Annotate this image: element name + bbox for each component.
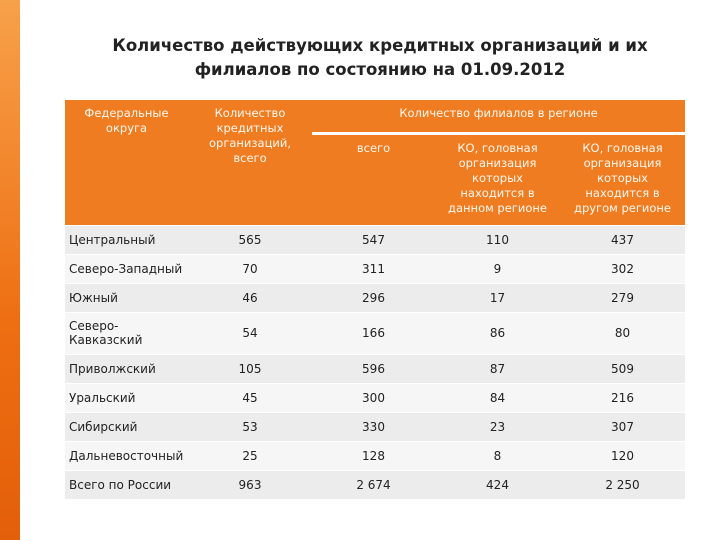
value-cell: 120 bbox=[560, 440, 685, 470]
value-cell: 302 bbox=[560, 253, 685, 283]
value-cell: 509 bbox=[560, 353, 685, 383]
district-cell: Северо-Кавказский bbox=[65, 311, 188, 354]
value-cell: 9 bbox=[435, 253, 560, 283]
header-cell: Количество филиалов в регионе bbox=[312, 100, 685, 133]
value-cell: 8 bbox=[435, 440, 560, 470]
table-row: Северо-Западный 70 311 9 302 bbox=[65, 253, 685, 283]
value-cell: 105 bbox=[188, 353, 312, 383]
value-cell: 279 bbox=[560, 282, 685, 312]
title-line: филиалов по состоянию на 01.09.2012 bbox=[194, 60, 566, 79]
value-cell: 330 bbox=[312, 411, 435, 441]
table-row: Южный 46 296 17 279 bbox=[65, 282, 685, 312]
value-cell: 565 bbox=[188, 224, 312, 254]
value-cell: 17 bbox=[435, 282, 560, 312]
value-cell: 311 bbox=[312, 253, 435, 283]
value-cell: 87 bbox=[435, 353, 560, 383]
value-cell: 84 bbox=[435, 382, 560, 412]
header-cell: КО, головная организация которых находит… bbox=[435, 131, 560, 225]
table-row: Центральный 565 547 110 437 bbox=[65, 224, 685, 254]
value-cell: 424 bbox=[435, 469, 560, 499]
value-cell: 307 bbox=[560, 411, 685, 441]
district-cell: Всего по России bbox=[65, 469, 188, 499]
table-row: Приволжский 105 596 87 509 bbox=[65, 353, 685, 383]
district-cell: Центральный bbox=[65, 224, 188, 254]
value-cell: 110 bbox=[435, 224, 560, 254]
value-cell: 2 250 bbox=[560, 469, 685, 499]
value-cell: 25 bbox=[188, 440, 312, 470]
table-row: Дальневосточный 25 128 8 120 bbox=[65, 440, 685, 470]
value-cell: 2 674 bbox=[312, 469, 435, 499]
data-table: Федеральные округа Количество кредитных … bbox=[65, 100, 685, 499]
header-row: всего КО, головная организация которых н… bbox=[65, 131, 685, 225]
district-cell: Сибирский bbox=[65, 411, 188, 441]
value-cell: 70 bbox=[188, 253, 312, 283]
value-cell: 86 bbox=[435, 311, 560, 354]
district-cell: Южный bbox=[65, 282, 188, 312]
district-cell: Приволжский bbox=[65, 353, 188, 383]
district-cell: Северо-Западный bbox=[65, 253, 188, 283]
value-cell: 80 bbox=[560, 311, 685, 354]
value-cell: 23 bbox=[435, 411, 560, 441]
value-cell: 45 bbox=[188, 382, 312, 412]
value-cell: 963 bbox=[188, 469, 312, 499]
title-line: Количество действующих кредитных организ… bbox=[112, 36, 648, 55]
accent-bar bbox=[0, 0, 20, 540]
value-cell: 54 bbox=[188, 311, 312, 354]
header-cell: Федеральные округа bbox=[65, 100, 188, 225]
value-cell: 53 bbox=[188, 411, 312, 441]
value-cell: 128 bbox=[312, 440, 435, 470]
value-cell: 166 bbox=[312, 311, 435, 354]
table-row: Сибирский 53 330 23 307 bbox=[65, 411, 685, 441]
table-head: Федеральные округа Количество кредитных … bbox=[65, 100, 685, 225]
table-body: Центральный 565 547 110 437 Северо-Западный 70… bbox=[65, 224, 685, 499]
header-cell: Количество кредитных организаций, всего bbox=[188, 100, 312, 225]
district-cell: Дальневосточный bbox=[65, 440, 188, 470]
value-cell: 300 bbox=[312, 382, 435, 412]
value-cell: 437 bbox=[560, 224, 685, 254]
table-row: Всего по России 963 2 674 424 2 250 bbox=[65, 469, 685, 499]
value-cell: 596 bbox=[312, 353, 435, 383]
header-row: Федеральные округа Количество кредитных … bbox=[65, 100, 685, 225]
value-cell: 547 bbox=[312, 224, 435, 254]
header-cell: КО, головная организация которых находит… bbox=[560, 131, 685, 225]
slide-title: Количество действующих кредитных организ… bbox=[60, 34, 700, 82]
district-cell: Уральский bbox=[65, 382, 188, 412]
header-cell: всего bbox=[312, 131, 435, 225]
value-cell: 216 bbox=[560, 382, 685, 412]
value-cell: 296 bbox=[312, 282, 435, 312]
table-row: Уральский 45 300 84 216 bbox=[65, 382, 685, 412]
table-row: Северо-Кавказский 54 166 86 80 bbox=[65, 311, 685, 354]
value-cell: 46 bbox=[188, 282, 312, 312]
